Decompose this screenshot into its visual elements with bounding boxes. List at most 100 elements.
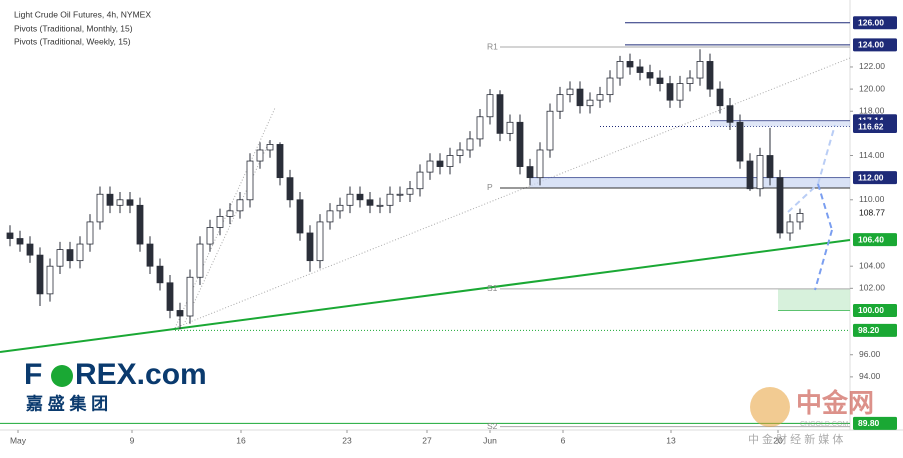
candle-body <box>726 105 734 123</box>
candle-body <box>706 61 714 90</box>
candle-body <box>296 199 304 234</box>
candle-body <box>636 66 644 73</box>
x-tick-label: 13 <box>666 435 676 445</box>
y-tick-label: 120.00 <box>859 83 885 93</box>
candle-body <box>166 282 174 311</box>
candle-body <box>406 188 414 195</box>
candle-body <box>666 83 674 101</box>
y-tick-label: 122.00 <box>859 61 885 71</box>
candle-body <box>316 221 324 262</box>
candle-body <box>646 72 654 79</box>
pivot-label: P <box>487 182 493 192</box>
level-label: 89.80 <box>858 418 880 428</box>
candle-body <box>616 61 624 79</box>
support-trend-line <box>0 239 851 353</box>
candle-body <box>716 88 724 107</box>
up-arrow <box>787 124 836 213</box>
candle-body <box>366 199 374 206</box>
candle-body <box>736 121 744 162</box>
channel-line <box>184 139 271 323</box>
candle-body <box>56 249 64 267</box>
candle-body <box>536 149 544 179</box>
drawings: R1 P S1 S2 <box>0 22 851 431</box>
support-zone <box>778 288 850 311</box>
candle-body <box>66 249 74 262</box>
candle-body <box>776 177 784 234</box>
candle-body <box>656 77 664 84</box>
candle-body <box>306 232 314 262</box>
candle-body <box>476 116 484 140</box>
y-tick-label: 104.00 <box>859 260 885 270</box>
candle-body <box>186 276 194 317</box>
last-price-label: 108.77 <box>859 208 885 218</box>
x-tick-label: 6 <box>561 435 566 445</box>
y-tick-label: 118.00 <box>859 105 885 115</box>
candle-body <box>506 121 514 134</box>
chart-title: Light Crude Oil Futures, 4h, NYMEX <box>14 9 151 19</box>
watermark-tagline: 中 金 财 经 新 媒 体 <box>748 432 843 446</box>
candle-body <box>146 243 154 267</box>
candle-body <box>746 160 754 190</box>
pivot-zone <box>530 177 850 188</box>
pivot-label: R1 <box>487 41 498 51</box>
candle-body <box>546 110 554 151</box>
candle-body <box>466 138 474 151</box>
x-tick-label: 20 <box>773 435 783 445</box>
candle-body <box>446 155 454 167</box>
candle-body <box>606 77 614 96</box>
watermark: 中金网 CNGOLD.COM 中 金 财 经 新 媒 体 <box>748 387 874 446</box>
candle-body <box>766 155 774 179</box>
candle-body <box>156 265 164 284</box>
candle-body <box>786 221 794 234</box>
level-badge <box>853 38 897 52</box>
level-badge <box>853 16 897 30</box>
candle-body <box>266 144 274 151</box>
candle-body <box>496 94 504 134</box>
candle-body <box>626 61 634 68</box>
candle-body <box>486 94 494 118</box>
level-badge <box>853 323 897 337</box>
logo-text: REX.com <box>75 358 207 391</box>
level-label: 116.62 <box>858 121 884 131</box>
resistance-zone <box>710 120 850 127</box>
candle-body <box>756 155 764 190</box>
candle-body <box>96 193 104 223</box>
candle-body <box>676 83 684 101</box>
level-badge <box>853 233 897 247</box>
candle-body <box>376 204 384 207</box>
candle-body <box>386 193 394 206</box>
candle-body <box>116 199 124 206</box>
candle-body <box>6 232 14 239</box>
logo-o <box>51 365 73 387</box>
x-tick-label: 27 <box>422 435 432 445</box>
candle-body <box>16 238 24 245</box>
pivot-label: S1 <box>487 283 498 293</box>
candle-body <box>236 199 244 212</box>
trend-line <box>174 57 851 329</box>
level-label: 112.00 <box>858 172 884 182</box>
candle-body <box>136 204 144 245</box>
watermark-icon <box>750 387 790 427</box>
candle-body <box>286 177 294 201</box>
level-badge <box>853 303 897 317</box>
x-tick-label: 16 <box>236 435 246 445</box>
candle-body <box>576 88 584 107</box>
candle-body <box>26 243 34 256</box>
candle-body <box>696 61 704 79</box>
candle-body <box>246 160 254 201</box>
candle-body <box>326 210 334 223</box>
candle-body <box>556 94 564 112</box>
candle-body <box>456 149 464 156</box>
candle-body <box>586 99 594 107</box>
candle-body <box>216 215 224 228</box>
candle-body <box>346 193 354 206</box>
y-tick-label: 96.00 <box>859 349 881 359</box>
level-label: 100.00 <box>858 305 884 315</box>
candle-body <box>46 265 54 295</box>
level-badge <box>853 120 897 134</box>
down-arrow <box>814 183 833 291</box>
level-label: 126.00 <box>858 17 884 27</box>
pivot-label: S2 <box>487 421 498 431</box>
